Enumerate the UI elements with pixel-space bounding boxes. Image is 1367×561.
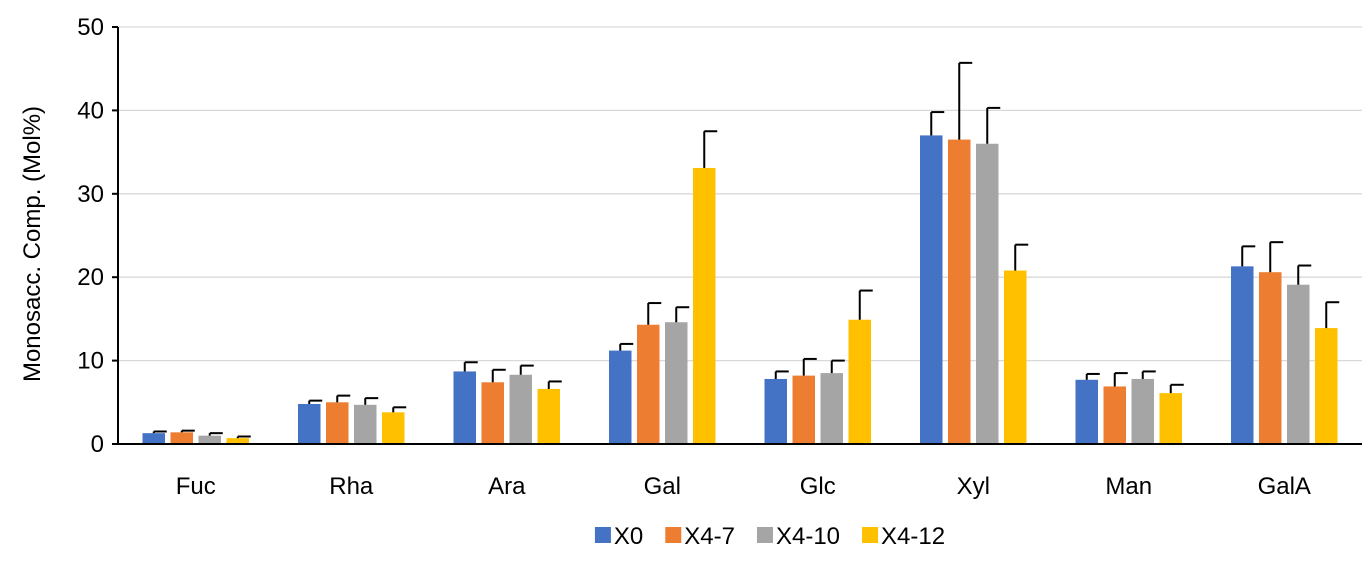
legend-label: X0	[614, 523, 643, 550]
y-tick-label: 30	[77, 181, 104, 208]
bar-x4-12-man	[1159, 393, 1182, 444]
bar-x4-10-man	[1131, 378, 1154, 444]
y-axis-title: Monosacc. Comp. (Mol%)	[19, 106, 46, 382]
bar-x4-12-xyl	[1004, 270, 1027, 444]
legend-item-x0: X0	[594, 523, 643, 550]
error-bar	[1014, 243, 1029, 271]
legend-item-x4-7: X4-7	[665, 523, 735, 550]
error-bar	[308, 399, 323, 404]
bar-x4-7-gala	[1259, 272, 1282, 444]
error-bar	[364, 397, 379, 405]
bar-x0-gal	[609, 350, 632, 444]
bar-x0-fuc	[142, 433, 165, 444]
bar-x4-12-glc	[848, 319, 871, 444]
error-bar	[152, 430, 167, 434]
error-bar	[547, 380, 562, 389]
x-tick-label: Fuc	[176, 473, 216, 500]
bar-x4-10-fuc	[198, 435, 221, 444]
bar-x4-10-rha	[354, 404, 377, 444]
y-tick-label: 0	[91, 431, 104, 458]
bar-x4-12-rha	[382, 412, 405, 444]
error-bar	[236, 435, 251, 439]
y-tick-label: 20	[77, 264, 104, 291]
error-bars	[152, 61, 1340, 439]
bar-x4-7-glc	[792, 375, 815, 444]
axes	[112, 26, 1362, 445]
error-bar	[703, 130, 718, 168]
gridlines	[118, 26, 1362, 362]
error-bar	[802, 357, 817, 376]
bar-x4-7-gal	[637, 324, 660, 444]
error-bar	[647, 302, 662, 325]
error-bar	[930, 111, 945, 136]
bar-x0-xyl	[920, 135, 943, 445]
x-tick-label: Glc	[800, 473, 836, 500]
x-tick-label: Man	[1105, 473, 1152, 500]
error-bar	[392, 406, 407, 413]
x-tick-label: Gal	[644, 473, 681, 500]
error-bar	[1085, 372, 1100, 380]
bar-x4-7-man	[1103, 386, 1126, 444]
error-bar	[491, 368, 506, 383]
legend: X0 X4-7 X4-10 X4-12	[594, 523, 945, 550]
error-bar	[519, 364, 534, 375]
error-bar	[1297, 264, 1312, 285]
error-bar	[986, 106, 1001, 144]
bars	[142, 135, 1338, 445]
x-tick-label: Xyl	[957, 473, 990, 500]
error-bar	[619, 342, 634, 351]
legend-swatch	[862, 527, 879, 543]
x-tick-label: Ara	[488, 473, 526, 500]
legend-label: X4-7	[684, 523, 735, 550]
bar-x4-7-rha	[326, 402, 349, 444]
bar-x4-12-ara	[537, 388, 560, 444]
error-bar	[1325, 301, 1340, 329]
bar-x4-10-ara	[509, 374, 532, 444]
bar-x4-7-xyl	[948, 139, 971, 444]
x-tick-labels: Fuc Rha Ara Gal Glc Xyl Man GalA	[176, 473, 1311, 500]
bar-x4-12-gala	[1315, 328, 1338, 444]
legend-swatch	[756, 527, 773, 543]
bar-x4-10-glc	[820, 373, 843, 444]
error-bar	[830, 359, 845, 374]
legend-item-x4-10: X4-10	[756, 523, 840, 550]
bar-x0-man	[1075, 379, 1098, 444]
bar-x4-10-xyl	[976, 143, 999, 444]
legend-label: X4-12	[881, 523, 945, 550]
error-bar	[1241, 245, 1256, 267]
bar-x4-10-gal	[665, 322, 688, 444]
legend-label: X4-10	[776, 523, 840, 550]
error-bar	[1169, 383, 1184, 394]
error-bar	[958, 61, 973, 140]
error-bar	[1269, 241, 1284, 273]
y-tick-label: 50	[77, 14, 104, 41]
legend-item-x4-12: X4-12	[862, 523, 945, 550]
error-bar	[858, 289, 873, 320]
error-bar	[675, 306, 690, 323]
bar-x4-7-fuc	[170, 432, 193, 444]
bar-x0-glc	[764, 378, 787, 444]
legend-swatch	[665, 527, 682, 543]
error-bar	[1113, 372, 1128, 387]
legend-swatch	[594, 527, 611, 543]
bar-x0-rha	[298, 403, 321, 444]
error-bar	[463, 361, 478, 372]
bar-x4-12-fuc	[226, 438, 249, 444]
bar-x4-10-gala	[1287, 284, 1310, 444]
bar-x4-12-gal	[693, 167, 716, 445]
error-bar	[208, 432, 223, 436]
bar-x0-ara	[453, 371, 476, 444]
bar-x0-gala	[1231, 266, 1254, 444]
x-tick-label: GalA	[1258, 473, 1311, 500]
error-bar	[1141, 370, 1156, 379]
y-tick-label: 40	[77, 97, 104, 124]
error-bar	[336, 394, 351, 403]
bar-x4-7-ara	[481, 382, 504, 444]
y-tick-label: 10	[77, 348, 104, 375]
error-bar	[180, 429, 195, 433]
error-bar	[774, 370, 789, 379]
y-tick-labels: 0 10 20 30 40 50	[77, 14, 104, 458]
x-tick-label: Rha	[329, 473, 374, 500]
